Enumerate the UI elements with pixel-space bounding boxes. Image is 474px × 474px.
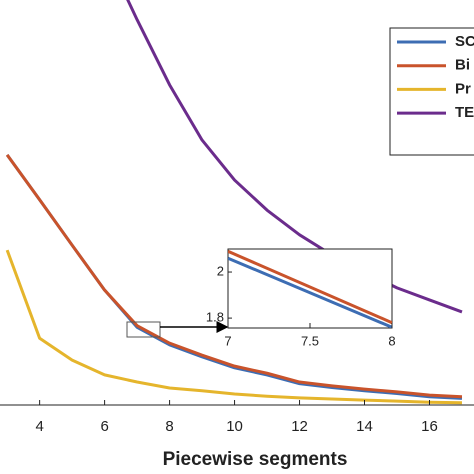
x-tick-label: 10 xyxy=(226,418,243,435)
legend-label: TE xyxy=(455,104,474,121)
line-series xyxy=(5,154,463,399)
zoom-region xyxy=(126,321,161,338)
x-tick-label: 12 xyxy=(291,418,308,435)
x-tick-label: 8 xyxy=(388,333,395,348)
line-series xyxy=(228,249,392,325)
legend-label: Pr xyxy=(455,80,471,97)
x-tick-label: 14 xyxy=(356,418,373,435)
x-axis-label: Piecewise segments xyxy=(163,449,348,470)
x-tick-label: 16 xyxy=(421,418,438,435)
legend xyxy=(389,27,474,156)
line-series xyxy=(5,249,463,405)
legend-label: SC xyxy=(455,33,474,50)
y-tick-label: 1.8 xyxy=(206,310,224,325)
x-tick-label: 7.5 xyxy=(301,333,319,348)
x-tick-label: 8 xyxy=(165,418,173,435)
x-tick-label: 7 xyxy=(224,333,231,348)
line-series xyxy=(126,0,463,314)
x-tick-label: 4 xyxy=(35,418,43,435)
y-tick-label: 2 xyxy=(217,263,224,278)
x-tick-label: 6 xyxy=(100,418,108,435)
line-series xyxy=(228,256,392,328)
legend-label: Bi xyxy=(455,57,470,74)
